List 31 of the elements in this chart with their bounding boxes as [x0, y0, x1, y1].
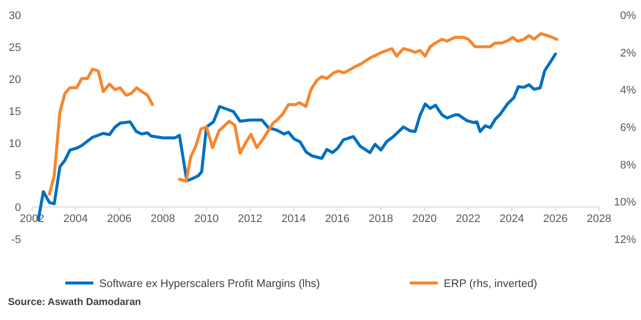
legend-label: Software ex Hyperscalers Profit Margins (lhs): [99, 278, 320, 290]
y-tick-label: 0: [14, 202, 21, 214]
x-tick-label: 2004: [63, 213, 88, 225]
x-tick-label: 2012: [238, 213, 262, 225]
x-tick-label: 2014: [281, 213, 306, 225]
y-tick-label: 15: [8, 106, 21, 118]
y-tick-label: 20: [8, 74, 21, 86]
x-tick-label: 2026: [543, 213, 568, 225]
x-tick-label: 2018: [368, 213, 394, 225]
x-tick-label: 2016: [325, 213, 350, 225]
x-tick-label: 2022: [456, 213, 480, 225]
y2-tick-label: 0%: [620, 10, 636, 22]
y-tick-label: 5: [14, 170, 21, 182]
y2-tick-label: 12%: [614, 234, 636, 246]
y-tick-label: 10: [8, 138, 21, 150]
y2-tick-label: 8%: [620, 159, 636, 172]
x-tick-label: 2028: [586, 213, 612, 225]
y2-tick-label: 10%: [614, 196, 636, 209]
x-tick-label: 2020: [412, 213, 437, 225]
y2-tick-label: 2%: [620, 47, 636, 60]
x-tick-label: 2024: [500, 213, 524, 225]
y-tick-label: 30: [8, 10, 21, 22]
x-tick-label: 2008: [150, 213, 176, 225]
y2-tick-label: 4%: [620, 84, 636, 97]
y2-tick-label: 6%: [620, 122, 636, 134]
x-tick-label: 2006: [106, 213, 132, 225]
source-note: Source: Aswath Damodaran: [8, 297, 141, 308]
x-tick-label: 2010: [194, 213, 219, 225]
y-tick-label: 25: [8, 42, 21, 54]
y-tick-label: -5: [11, 234, 21, 246]
legend-label: ERP (rhs, inverted): [444, 278, 538, 290]
